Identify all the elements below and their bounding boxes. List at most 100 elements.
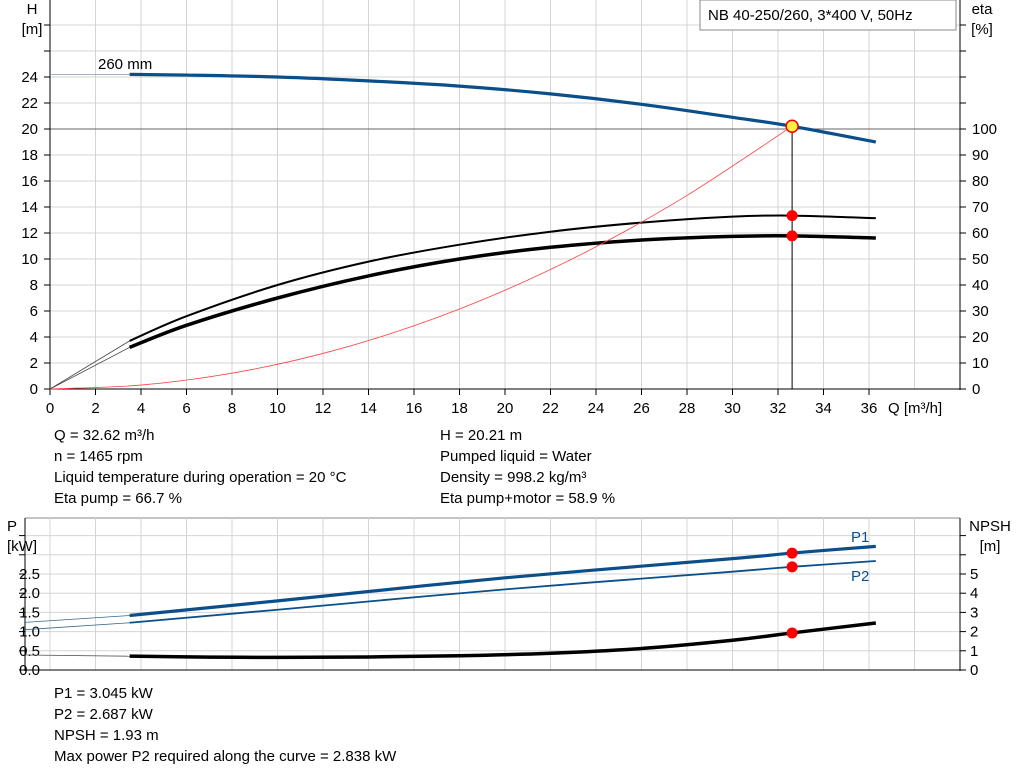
x-tick-label: 2 [91, 400, 99, 417]
x-tick-label: 26 [633, 400, 650, 417]
y-tick-label-left: 10 [21, 251, 38, 268]
x-tick-label: 10 [269, 400, 286, 417]
y-axis-label-right: eta [972, 1, 994, 18]
y-axis-label-right: NPSH [969, 518, 1011, 535]
liquid-text: Pumped liquid = Water [440, 448, 592, 465]
curve-P1 [129, 544, 876, 618]
y-tick-label-left: 2.5 [19, 566, 40, 583]
x-tick-label: 6 [182, 400, 190, 417]
x-tick-label: 36 [861, 400, 878, 417]
x-tick-label: 14 [360, 400, 377, 417]
y-tick-label-right: 4 [970, 585, 978, 602]
x-tick-label: 4 [137, 400, 145, 417]
y-axis-label-left: P [7, 518, 17, 535]
x-tick-label: 12 [315, 400, 332, 417]
y-tick-label-right: 70 [972, 199, 989, 216]
density-text: Density = 998.2 kg/m³ [440, 469, 587, 486]
title-box [699, 0, 957, 31]
y-tick-label-left: 1.5 [19, 604, 40, 621]
y-tick-label-left: 24 [21, 69, 38, 86]
x-tick-label: 32 [770, 400, 787, 417]
duty-point [786, 547, 798, 559]
y-tick-label-right: 20 [972, 329, 989, 346]
flow-text: Q = 32.62 m³/h [54, 427, 155, 444]
max-power-text: Max power P2 required along the curve = … [54, 748, 397, 765]
y-tick-label-left: 1.0 [19, 624, 40, 641]
y-tick-label-right: 50 [972, 251, 989, 268]
speed-text: n = 1465 rpm [54, 448, 143, 465]
x-tick-label: 16 [406, 400, 423, 417]
x-axis-label: Q [m³/h] [888, 400, 942, 417]
curve-extension-eta_pump_motor [49, 347, 130, 390]
curve-extension-NPSH [24, 654, 130, 657]
curve-extension-eta_pump [49, 340, 130, 390]
y-axis-label-left-unit: [m] [22, 21, 43, 38]
y-tick-label-left: 12 [21, 225, 38, 242]
curve-eta_pump_motor [128, 233, 876, 350]
y-tick-label-left: 2 [30, 355, 38, 372]
y-tick-label-left: 22 [21, 95, 38, 112]
x-tick-label: 0 [46, 400, 54, 417]
curve-extension-P2 [24, 622, 130, 631]
y-tick-label-left: 6 [30, 303, 38, 320]
duty-point [786, 561, 798, 573]
duty-point-eta [786, 210, 798, 222]
info-power: P1 = 3.045 kW P2 = 2.687 kW NPSH = 1.93 … [54, 683, 396, 767]
y-axis-label-right-unit: [%] [971, 21, 993, 38]
y-tick-label-right: 1 [970, 643, 978, 660]
curve-extension-P1 [24, 615, 130, 623]
x-tick-label: 28 [679, 400, 696, 417]
y-axis-label-right-unit: [m] [980, 538, 1001, 555]
series-label-p2: P2 [851, 568, 869, 585]
curve-H [129, 72, 877, 144]
curve-system [49, 125, 793, 390]
head-text: H = 20.21 m [440, 427, 523, 444]
eta-text: Eta pump = 66.7 % [54, 490, 182, 507]
y-tick-label-right: 0 [970, 662, 978, 679]
y-tick-label-left: 16 [21, 173, 38, 190]
curve-NPSH [129, 621, 877, 660]
y-tick-label-left: 4 [30, 329, 38, 346]
p2-text: P2 = 2.687 kW [54, 706, 153, 723]
y-tick-label-right: 90 [972, 147, 989, 164]
y-tick-label-left: 0.0 [19, 662, 40, 679]
y-tick-label-right: 40 [972, 277, 989, 294]
y-axis-label-left: H [27, 1, 38, 18]
curve-eta_pump [129, 214, 876, 342]
npsh-text: NPSH = 1.93 m [54, 727, 159, 744]
y-tick-label-left: 18 [21, 147, 38, 164]
x-tick-label: 22 [542, 400, 559, 417]
x-tick-label: 8 [228, 400, 236, 417]
duty-point-eta [786, 230, 798, 242]
x-tick-label: 24 [588, 400, 605, 417]
x-tick-label: 20 [497, 400, 514, 417]
y-axis-label-left-unit: [kW] [7, 538, 37, 555]
impeller-label: 260 mm [98, 56, 152, 73]
y-tick-label-right: 80 [972, 173, 989, 190]
info-left: Q = 32.62 m³/h n = 1465 rpm Liquid tempe… [54, 425, 346, 509]
y-tick-label-left: 20 [21, 121, 38, 138]
y-tick-label-right: 100 [972, 121, 997, 138]
duty-point-head [785, 119, 799, 134]
y-tick-label-right: 5 [970, 566, 978, 583]
p1-text: P1 = 3.045 kW [54, 685, 153, 702]
x-tick-label: 34 [815, 400, 832, 417]
y-tick-label-right: 0 [972, 381, 980, 398]
info-right: H = 20.21 m Pumped liquid = Water Densit… [440, 425, 615, 509]
x-tick-label: 30 [724, 400, 741, 417]
y-tick-label-left: 14 [21, 199, 38, 216]
chart-title: NB 40-250/260, 3*400 V, 50Hz [708, 7, 913, 24]
y-tick-label-left: 0 [30, 381, 38, 398]
curve-P2 [129, 560, 876, 624]
y-tick-label-right: 3 [970, 604, 978, 621]
y-tick-label-left: 2.0 [19, 585, 40, 602]
eta-pm-text: Eta pump+motor = 58.9 % [440, 490, 616, 507]
y-tick-label-right: 10 [972, 355, 989, 372]
series-label-p1: P1 [851, 529, 869, 546]
y-tick-label-right: 30 [972, 303, 989, 320]
duty-point [786, 627, 798, 639]
y-tick-label-left: 0.5 [19, 643, 40, 660]
y-tick-label-left: 8 [30, 277, 38, 294]
